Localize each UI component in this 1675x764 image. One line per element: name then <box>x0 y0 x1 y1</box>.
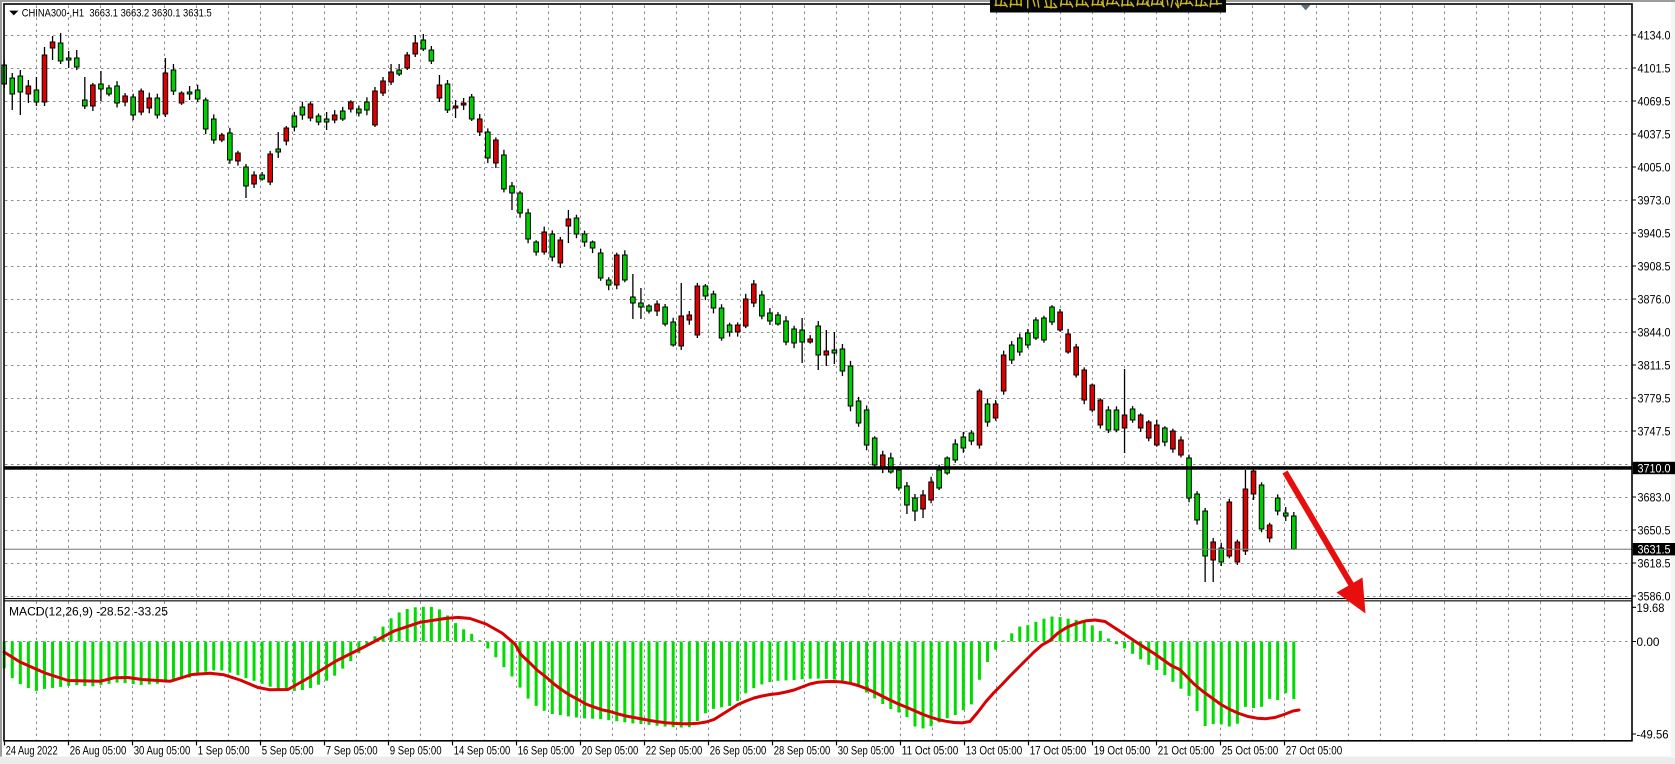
svg-text:21 Oct 05:00: 21 Oct 05:00 <box>1158 743 1215 757</box>
svg-text:4134.0: 4134.0 <box>1638 29 1671 43</box>
svg-text:9 Sep 05:00: 9 Sep 05:00 <box>390 743 442 757</box>
svg-text:3876.0: 3876.0 <box>1638 293 1671 307</box>
svg-text:3586.0: 3586.0 <box>1638 590 1671 604</box>
svg-text:1 Sep 05:00: 1 Sep 05:00 <box>198 743 250 757</box>
svg-text:3683.0: 3683.0 <box>1638 491 1671 505</box>
svg-text:0.00: 0.00 <box>1637 635 1660 649</box>
svg-text:3940.5: 3940.5 <box>1638 227 1671 241</box>
svg-text:3811.5: 3811.5 <box>1638 359 1671 373</box>
svg-text:3844.0: 3844.0 <box>1638 326 1671 340</box>
svg-text:3631.5: 3631.5 <box>1638 543 1671 557</box>
svg-text:28 Sep 05:00: 28 Sep 05:00 <box>774 743 831 757</box>
svg-text:3973.0: 3973.0 <box>1638 194 1671 208</box>
svg-text:24 Aug 2022: 24 Aug 2022 <box>6 743 58 757</box>
svg-text:-49.56: -49.56 <box>1637 728 1669 742</box>
svg-text:26 Sep 05:00: 26 Sep 05:00 <box>710 743 767 757</box>
svg-text:16 Sep 05:00: 16 Sep 05:00 <box>518 743 575 757</box>
svg-text:3618.5: 3618.5 <box>1638 557 1671 571</box>
svg-text:19 Oct 05:00: 19 Oct 05:00 <box>1094 743 1151 757</box>
svg-text:30 Sep 05:00: 30 Sep 05:00 <box>838 743 895 757</box>
svg-text:14 Sep 05:00: 14 Sep 05:00 <box>454 743 511 757</box>
svg-text:4069.5: 4069.5 <box>1638 95 1671 109</box>
svg-text:25 Oct 05:00: 25 Oct 05:00 <box>1222 743 1279 757</box>
svg-text:3908.5: 3908.5 <box>1638 260 1671 274</box>
svg-text:7 Sep 05:00: 7 Sep 05:00 <box>326 743 378 757</box>
svg-text:26 Aug 05:00: 26 Aug 05:00 <box>70 743 127 757</box>
svg-text:30 Aug 05:00: 30 Aug 05:00 <box>134 743 191 757</box>
svg-text:4037.5: 4037.5 <box>1638 128 1671 142</box>
svg-text:17 Oct 05:00: 17 Oct 05:00 <box>1030 743 1087 757</box>
svg-text:27 Oct 05:00: 27 Oct 05:00 <box>1286 743 1343 757</box>
svg-text:11 Oct 05:00: 11 Oct 05:00 <box>902 743 959 757</box>
svg-text:19.68: 19.68 <box>1637 601 1665 615</box>
svg-text:4005.0: 4005.0 <box>1638 161 1671 175</box>
svg-text:MACD(12,26,9) -28.52 -33.25: MACD(12,26,9) -28.52 -33.25 <box>9 605 168 619</box>
svg-text:4101.5: 4101.5 <box>1638 62 1671 76</box>
svg-text:3650.5: 3650.5 <box>1638 524 1671 538</box>
svg-text:20 Sep 05:00: 20 Sep 05:00 <box>582 743 639 757</box>
svg-text:3710.0: 3710.0 <box>1638 461 1671 475</box>
svg-text:5 Sep 05:00: 5 Sep 05:00 <box>262 743 314 757</box>
svg-text:3779.5: 3779.5 <box>1638 392 1671 406</box>
svg-text:22 Sep 05:00: 22 Sep 05:00 <box>646 743 703 757</box>
svg-text:3747.5: 3747.5 <box>1638 425 1671 439</box>
svg-text:CHINA300-,H1 3663.1 3663.2 36: CHINA300-,H1 3663.1 3663.2 3630.1 3631.5 <box>22 7 212 19</box>
svg-text:13 Oct 05:00: 13 Oct 05:00 <box>966 743 1023 757</box>
